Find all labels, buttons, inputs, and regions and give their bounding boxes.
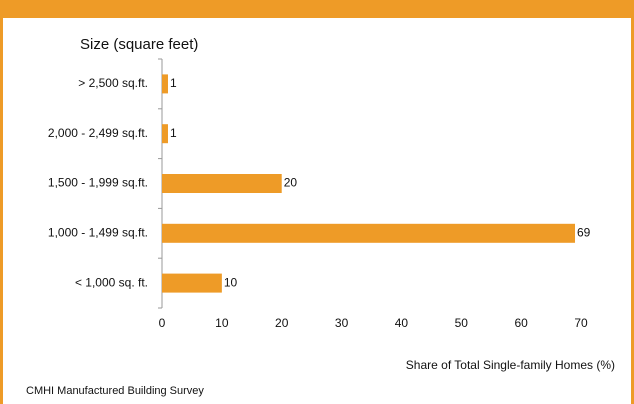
bar bbox=[162, 223, 576, 243]
x-tick-label: 60 bbox=[514, 316, 528, 330]
frame-left bbox=[0, 0, 3, 404]
x-axis-title: Share of Total Single-family Homes (%) bbox=[406, 358, 615, 372]
source-note: CMHI Manufactured Building Survey bbox=[26, 385, 204, 397]
bar bbox=[162, 174, 282, 193]
frame-right bbox=[631, 0, 634, 404]
value-label: 69 bbox=[577, 225, 591, 239]
value-label: 1 bbox=[170, 76, 177, 90]
y-tick-label: > 2,500 sq.ft. bbox=[78, 76, 148, 90]
x-tick-label: 30 bbox=[335, 316, 349, 330]
bar bbox=[162, 124, 168, 144]
x-tick-label: 50 bbox=[455, 316, 469, 330]
x-tick-label: 0 bbox=[159, 316, 166, 330]
y-axis-title: Size (square feet) bbox=[80, 36, 198, 53]
y-tick-label: 2,000 - 2,499 sq.ft. bbox=[48, 126, 148, 140]
header-band bbox=[0, 0, 634, 18]
value-label: 20 bbox=[284, 176, 298, 190]
bar bbox=[162, 74, 168, 94]
x-tick-label: 20 bbox=[275, 316, 289, 330]
value-label: 1 bbox=[170, 126, 177, 140]
y-tick-label: < 1,000 sq. ft. bbox=[75, 275, 148, 289]
x-tick-label: 40 bbox=[395, 316, 409, 330]
x-tick-label: 70 bbox=[574, 316, 588, 330]
value-label: 10 bbox=[224, 275, 238, 289]
y-tick-label: 1,500 - 1,999 sq.ft. bbox=[48, 176, 148, 190]
x-tick-label: 10 bbox=[215, 316, 229, 330]
y-tick-label: 1,000 - 1,499 sq.ft. bbox=[48, 225, 148, 239]
bar bbox=[162, 273, 222, 293]
